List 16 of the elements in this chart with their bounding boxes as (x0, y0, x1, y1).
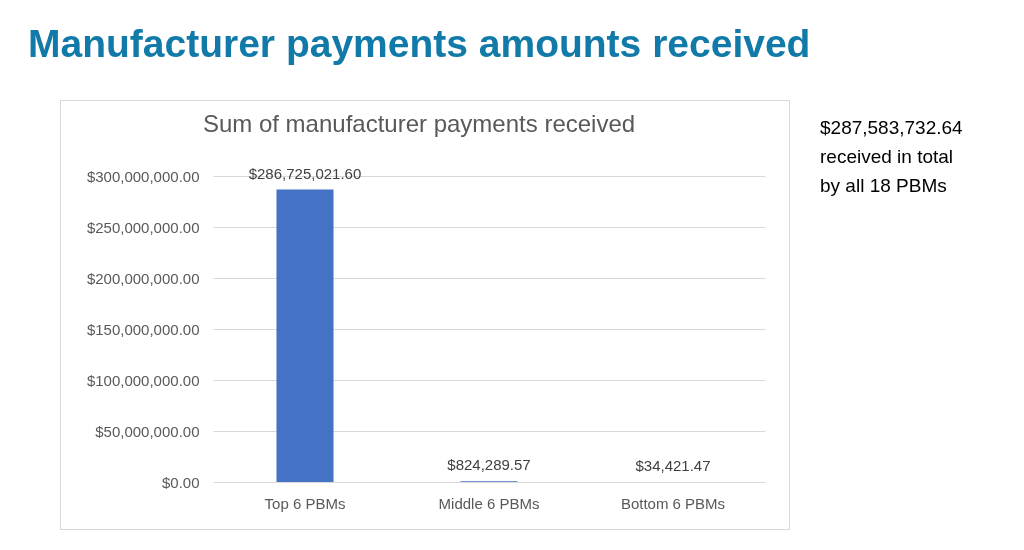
y-tick-label: $300,000,000.00 (86, 167, 200, 185)
y-tick-label: $100,000,000.00 (86, 371, 200, 389)
chart-title: Manufacturer payments amounts received (28, 22, 811, 66)
y-tick-label: $0.00 (161, 473, 200, 491)
x-tick-label: Bottom 6 PBMs (620, 494, 726, 512)
x-tick-label: Middle 6 PBMs (438, 494, 540, 512)
y-tick-label: $150,000,000.00 (86, 320, 200, 338)
text: $287,583,732.64 received in total by all 18 PBMs (820, 116, 963, 198)
data-label: $286,725,021.60 (248, 164, 362, 182)
chart-subtitle: Sum of manufacturer payments received (202, 109, 636, 137)
x-tick-label: Top 6 PBMs (264, 494, 346, 512)
data-label: $824,289.57 (447, 456, 531, 474)
y-tick-label: $50,000,000.00 (95, 422, 200, 440)
y-tick-label: $200,000,000.00 (86, 269, 200, 287)
y-tick-label: $250,000,000.00 (86, 218, 200, 236)
data-label: $34,421.47 (635, 456, 711, 474)
